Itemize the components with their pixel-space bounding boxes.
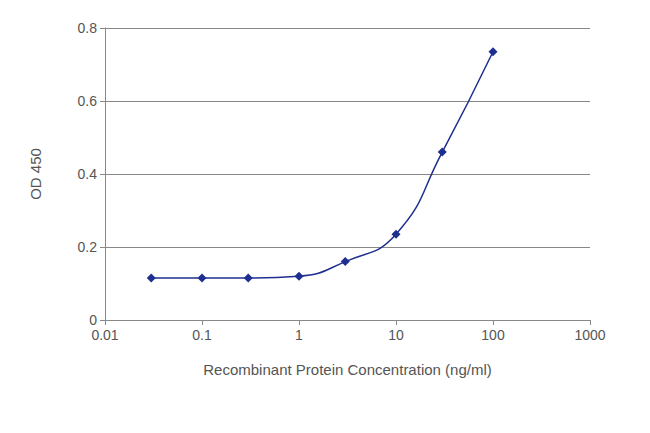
svg-text:0.8: 0.8	[78, 20, 98, 36]
svg-text:0.2: 0.2	[78, 239, 98, 255]
svg-text:0.4: 0.4	[78, 166, 98, 182]
svg-text:10: 10	[388, 327, 404, 343]
svg-text:0.6: 0.6	[78, 93, 98, 109]
svg-text:1000: 1000	[574, 327, 605, 343]
svg-text:0.1: 0.1	[192, 327, 212, 343]
svg-text:0.01: 0.01	[91, 327, 118, 343]
svg-text:0: 0	[89, 312, 97, 328]
svg-text:1: 1	[295, 327, 303, 343]
svg-text:Recombinant Protein Concentrat: Recombinant Protein Concentration (ng/ml…	[203, 361, 491, 378]
svg-text:OD 450: OD 450	[27, 148, 44, 200]
svg-text:100: 100	[481, 327, 505, 343]
